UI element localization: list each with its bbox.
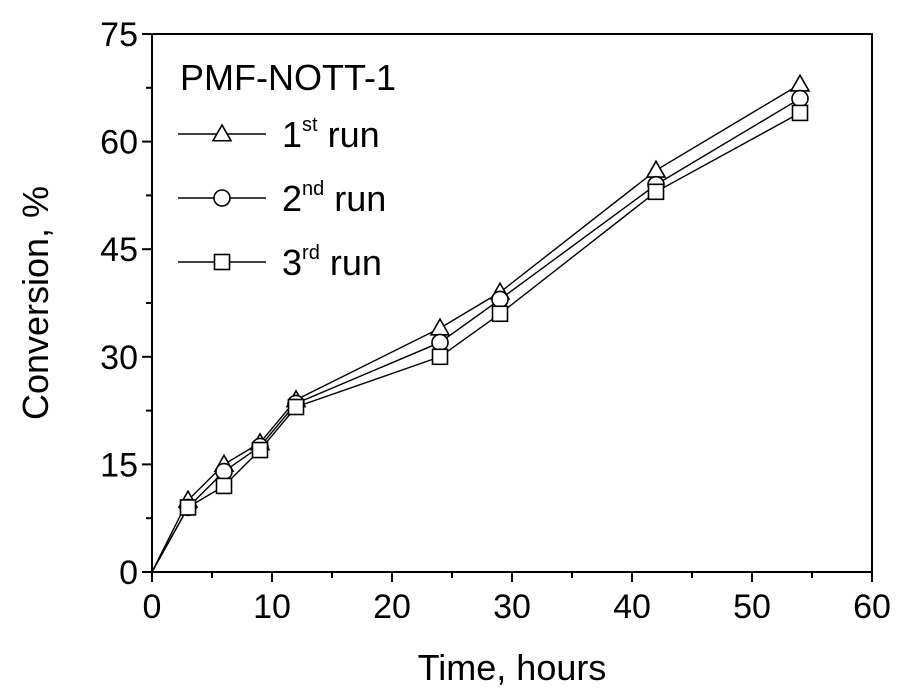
x-tick-label: 40	[613, 588, 651, 626]
legend-label: 1st run	[282, 114, 380, 155]
legend: PMF-NOTT-1 1st run 2nd run 3rd run	[178, 57, 396, 283]
legend-entry: 3rd run	[178, 242, 382, 283]
x-tick-label: 60	[853, 588, 891, 626]
plot-frame	[151, 33, 873, 573]
x-axis-ticks: 0 10 20 30 40 50 60	[143, 572, 891, 626]
x-tick-label: 0	[143, 588, 162, 626]
data-point	[791, 104, 809, 122]
y-axis-title: Conversion, %	[15, 186, 56, 420]
legend-entry: 1st run	[178, 114, 380, 155]
legend-marker	[213, 189, 231, 207]
legend-label: 2nd run	[282, 178, 386, 219]
data-point	[431, 333, 449, 352]
series-line	[151, 97, 801, 573]
y-tick-label: 60	[100, 124, 138, 162]
x-tick-label: 20	[373, 588, 411, 626]
y-tick-label: 0	[119, 554, 138, 592]
data-point	[645, 159, 667, 178]
legend-entry: 2nd run	[178, 178, 386, 219]
plot-border	[151, 33, 873, 573]
y-tick-label: 45	[100, 231, 138, 269]
series-1	[151, 73, 811, 573]
data-point	[251, 441, 269, 459]
data-point	[287, 398, 305, 416]
data-point	[791, 89, 809, 108]
y-tick-label: 75	[100, 16, 138, 54]
y-axis-ticks: 0 15 30 45 60 75	[100, 16, 152, 592]
series-line	[151, 112, 801, 573]
data-point	[215, 462, 233, 481]
x-tick-label: 50	[733, 588, 771, 626]
legend-title: PMF-NOTT-1	[180, 57, 396, 98]
legend-marker	[211, 123, 233, 142]
legend-marker	[213, 253, 231, 271]
legend-label: 3rd run	[282, 242, 382, 283]
y-tick-label: 30	[100, 339, 138, 377]
data-point	[429, 317, 451, 336]
x-tick-label: 30	[493, 588, 531, 626]
y-tick-label: 15	[100, 446, 138, 484]
data-point	[491, 305, 509, 323]
x-axis-title: Time, hours	[418, 647, 607, 688]
data-point	[179, 499, 197, 516]
series-3	[151, 104, 809, 573]
data-point	[491, 290, 509, 309]
data-point	[431, 348, 449, 366]
data-point	[789, 73, 811, 92]
x-tick-label: 10	[253, 588, 291, 626]
data-point	[647, 183, 665, 201]
series-layer	[151, 73, 811, 573]
data-point	[215, 477, 233, 495]
